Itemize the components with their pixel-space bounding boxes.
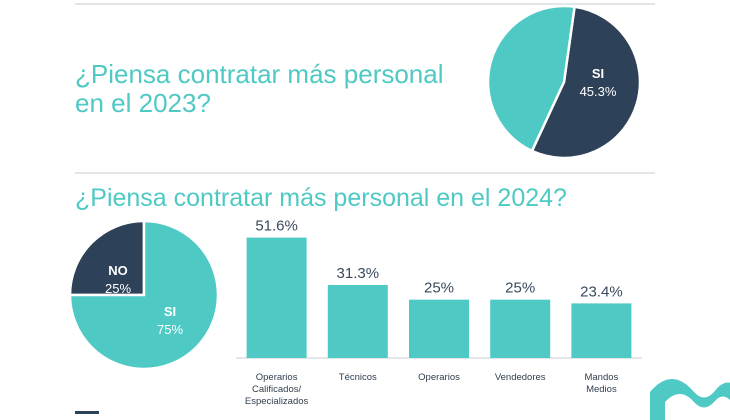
pie-slice-value: 45.3% <box>580 84 617 99</box>
question-2023-line1: ¿Piensa contratar más personal <box>75 59 444 89</box>
bar-category-label: Operarios <box>256 372 298 383</box>
pie-slice-label: NO <box>108 263 128 278</box>
bar <box>246 237 307 358</box>
pie-slice-si <box>68 219 220 371</box>
bar <box>490 299 551 358</box>
bar <box>571 303 632 358</box>
bar-value-label: 51.6% <box>255 218 298 235</box>
pie-slice-no <box>530 5 642 160</box>
bar-category-label: Medios <box>586 384 617 395</box>
pie-slice-si <box>486 4 576 153</box>
pie-slice-label: SI <box>164 304 176 319</box>
bar-category-label: Técnicos <box>339 372 377 383</box>
bar-category-label: Vendedores <box>495 372 546 383</box>
bar-value-label: 25% <box>424 280 454 297</box>
pie-slice-label: SI <box>592 66 604 81</box>
footer-accent-bar <box>75 411 99 414</box>
pie-slice-no <box>68 219 146 297</box>
bar-category-label: Especializados <box>245 396 309 407</box>
middle-divider <box>75 172 655 174</box>
logo-wave-icon <box>650 379 730 420</box>
bar-value-label: 23.4% <box>580 283 623 300</box>
bar-value-label: 31.3% <box>337 265 380 282</box>
bar <box>327 284 388 358</box>
question-2023-line2: en el 2023? <box>75 88 211 119</box>
question-2023-title: ¿Piensa contratar más personal en el 202… <box>75 59 475 119</box>
bar-category-label: Mandos <box>584 372 618 383</box>
question-2024-title: ¿Piensa contratar más personal en el 202… <box>75 184 567 212</box>
bar <box>409 299 469 358</box>
bar-category-label: Operarios <box>418 372 460 383</box>
pie-slice-value: 75% <box>157 322 183 337</box>
bar-value-label: 25% <box>505 280 535 297</box>
bar-category-label: Calificados/ <box>252 384 301 395</box>
top-divider <box>75 3 655 5</box>
bar-chart-2024: 51.6%OperariosCalificados/Especializados… <box>236 218 642 407</box>
pie-chart-2024: NO 25% SI 75% <box>68 219 220 371</box>
pie-slice-value: 25% <box>105 281 131 296</box>
